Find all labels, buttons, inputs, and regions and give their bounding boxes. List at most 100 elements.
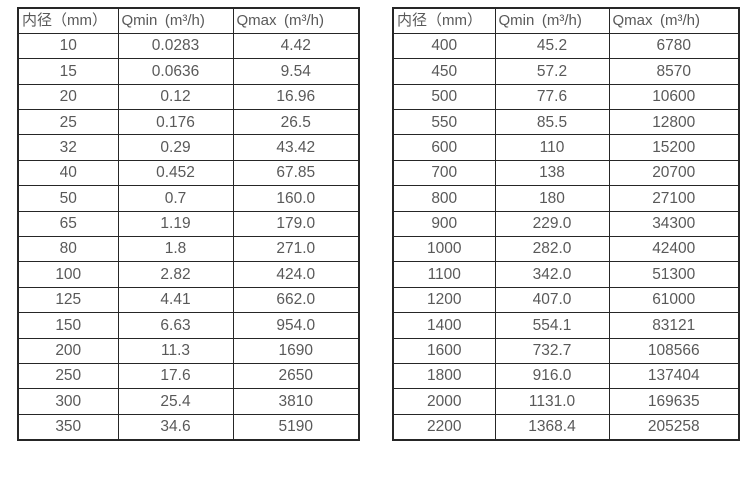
data-cell: 4.42 xyxy=(232,32,360,60)
header-cell: 内径（mm） xyxy=(392,7,496,34)
table-row: 700 138 20700 xyxy=(392,159,740,187)
data-cell: 9.54 xyxy=(232,58,360,85)
data-cell: 282.0 xyxy=(494,236,610,263)
data-cell: 150 xyxy=(17,312,119,339)
table-row: 2000 1131.0 169635 xyxy=(392,388,740,415)
data-cell: 25.4 xyxy=(117,388,234,415)
table-row: 300 25.4 3810 xyxy=(17,388,360,415)
data-cell: 6780 xyxy=(608,32,740,60)
data-cell: 80 xyxy=(17,236,119,263)
data-cell: 1690 xyxy=(232,337,360,364)
data-cell: 20700 xyxy=(608,159,740,187)
data-cell: 15200 xyxy=(608,134,740,161)
data-cell: 0.7 xyxy=(117,185,234,212)
data-cell: 57.2 xyxy=(494,58,610,85)
table-body: 400 45.2 6780 450 57.2 8570 500 77.6 10600 550 85.… xyxy=(392,32,740,441)
data-cell: 169635 xyxy=(608,388,740,415)
data-cell: 20 xyxy=(17,83,119,111)
data-cell: 12800 xyxy=(608,109,740,136)
data-cell: 0.0283 xyxy=(117,32,234,60)
data-cell: 500 xyxy=(392,83,496,111)
data-cell: 2200 xyxy=(392,413,496,441)
data-cell: 407.0 xyxy=(494,286,610,314)
data-cell: 2.82 xyxy=(117,261,234,288)
table-row: 150 6.63 954.0 xyxy=(17,312,360,339)
data-cell: 954.0 xyxy=(232,312,360,339)
data-cell: 732.7 xyxy=(494,337,610,364)
data-cell: 77.6 xyxy=(494,83,610,111)
data-cell: 400 xyxy=(392,32,496,60)
header-cell: Qmax (m³/h) xyxy=(608,7,740,34)
table-row: 1600 732.7 108566 xyxy=(392,337,740,364)
header-row: 内径（mm） Qmin (m³/h) Qmax (m³/h) xyxy=(17,7,360,34)
data-cell: 550 xyxy=(392,109,496,136)
data-cell: 40 xyxy=(17,159,119,187)
data-cell: 61000 xyxy=(608,286,740,314)
data-cell: 1368.4 xyxy=(494,413,610,441)
data-cell: 179.0 xyxy=(232,210,360,238)
data-cell: 0.29 xyxy=(117,134,234,161)
data-cell: 50 xyxy=(17,185,119,212)
header-cell: Qmax (m³/h) xyxy=(232,7,360,34)
header-cell: 内径（mm） xyxy=(17,7,119,34)
data-cell: 180 xyxy=(494,185,610,212)
data-cell: 600 xyxy=(392,134,496,161)
data-cell: 0.176 xyxy=(117,109,234,136)
data-cell: 108566 xyxy=(608,337,740,364)
header-row: 内径（mm） Qmin (m³/h) Qmax (m³/h) xyxy=(392,7,740,34)
table-row: 1200 407.0 61000 xyxy=(392,286,740,314)
table-row: 400 45.2 6780 xyxy=(392,32,740,60)
table-row: 900 229.0 34300 xyxy=(392,210,740,238)
data-cell: 229.0 xyxy=(494,210,610,238)
table-row: 800 180 27100 xyxy=(392,185,740,212)
data-cell: 42400 xyxy=(608,236,740,263)
table-row: 100 2.82 424.0 xyxy=(17,261,360,288)
data-cell: 2650 xyxy=(232,362,360,390)
data-cell: 10 xyxy=(17,32,119,60)
data-cell: 137404 xyxy=(608,362,740,390)
data-cell: 100 xyxy=(17,261,119,288)
data-cell: 43.42 xyxy=(232,134,360,161)
data-cell: 16.96 xyxy=(232,83,360,111)
data-cell: 34.6 xyxy=(117,413,234,441)
data-cell: 205258 xyxy=(608,413,740,441)
header-cell: Qmin (m³/h) xyxy=(117,7,234,34)
table-row: 450 57.2 8570 xyxy=(392,58,740,85)
data-cell: 0.0636 xyxy=(117,58,234,85)
data-cell: 1800 xyxy=(392,362,496,390)
flow-rate-table-small-diameters: 内径（mm） Qmin (m³/h) Qmax (m³/h) 10 0.0283 4.4… xyxy=(17,7,360,441)
data-cell: 1000 xyxy=(392,236,496,263)
table-row: 200 11.3 1690 xyxy=(17,337,360,364)
data-cell: 138 xyxy=(494,159,610,187)
data-cell: 250 xyxy=(17,362,119,390)
data-cell: 554.1 xyxy=(494,312,610,339)
header-cell: Qmin (m³/h) xyxy=(494,7,610,34)
data-cell: 662.0 xyxy=(232,286,360,314)
data-cell: 125 xyxy=(17,286,119,314)
data-cell: 0.452 xyxy=(117,159,234,187)
table-body: 10 0.0283 4.42 15 0.0636 9.54 20 0.12 16.96 25 0.1… xyxy=(17,32,360,441)
data-cell: 51300 xyxy=(608,261,740,288)
data-cell: 700 xyxy=(392,159,496,187)
data-cell: 1131.0 xyxy=(494,388,610,415)
table-row: 15 0.0636 9.54 xyxy=(17,58,360,85)
data-cell: 32 xyxy=(17,134,119,161)
data-cell: 8570 xyxy=(608,58,740,85)
table-row: 1400 554.1 83121 xyxy=(392,312,740,339)
data-cell: 4.41 xyxy=(117,286,234,314)
data-cell: 271.0 xyxy=(232,236,360,263)
table-row: 550 85.5 12800 xyxy=(392,109,740,136)
data-cell: 200 xyxy=(17,337,119,364)
table-row: 500 77.6 10600 xyxy=(392,83,740,111)
table-header: 内径（mm） Qmin (m³/h) Qmax (m³/h) xyxy=(392,7,740,34)
data-cell: 34300 xyxy=(608,210,740,238)
tables-container: 内径（mm） Qmin (m³/h) Qmax (m³/h) 10 0.0283 4.4… xyxy=(17,7,740,441)
table-row: 125 4.41 662.0 xyxy=(17,286,360,314)
data-cell: 1.8 xyxy=(117,236,234,263)
data-cell: 25 xyxy=(17,109,119,136)
data-cell: 85.5 xyxy=(494,109,610,136)
table-row: 50 0.7 160.0 xyxy=(17,185,360,212)
table-row: 1100 342.0 51300 xyxy=(392,261,740,288)
data-cell: 300 xyxy=(17,388,119,415)
table-row: 40 0.452 67.85 xyxy=(17,159,360,187)
